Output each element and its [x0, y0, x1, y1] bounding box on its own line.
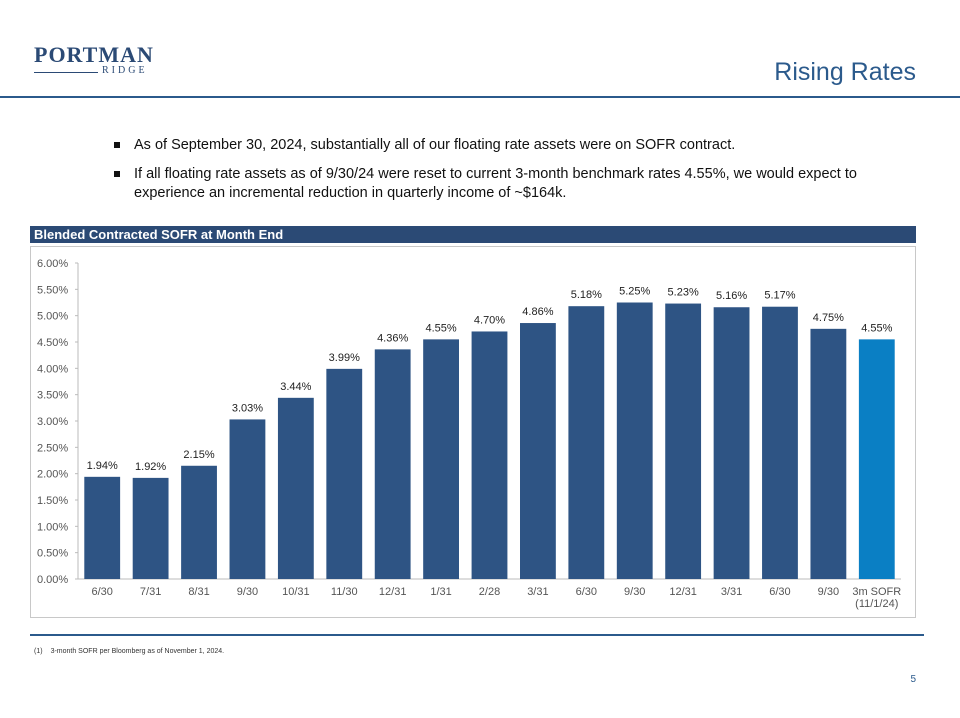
- bar: [229, 419, 266, 579]
- data-label: 5.17%: [764, 290, 795, 302]
- data-label: 1.94%: [87, 460, 118, 472]
- data-label: 2.15%: [183, 449, 214, 461]
- bar: [858, 339, 895, 579]
- logo-wordmark: PORTMAN: [34, 42, 154, 67]
- bar: [326, 368, 363, 579]
- bar: [616, 302, 653, 579]
- bullet-item: If all floating rate assets as of 9/30/2…: [112, 165, 872, 203]
- y-tick-label: 1.50%: [37, 495, 68, 507]
- bullet-item: As of September 30, 2024, substantially …: [112, 136, 872, 155]
- slide-title: Rising Rates: [774, 58, 916, 86]
- x-tick-label: 12/31: [379, 586, 407, 598]
- x-tick-label: 1/31: [430, 586, 451, 598]
- x-tick-label: 10/31: [282, 586, 310, 598]
- y-tick-label: 0.50%: [37, 548, 68, 560]
- footnote-marker: (1): [34, 648, 43, 655]
- x-tick-label: 3/31: [527, 586, 548, 598]
- y-tick-label: 3.50%: [37, 390, 68, 402]
- y-tick-label: 3.00%: [37, 416, 68, 428]
- data-label: 4.75%: [813, 312, 844, 324]
- bullet-text: As of September 30, 2024, substantially …: [134, 137, 736, 153]
- footnote-text: 3-month SOFR per Bloomberg as of Novembe…: [50, 648, 225, 655]
- bar: [277, 397, 314, 579]
- x-tick-label: 11/30: [331, 586, 358, 598]
- data-label: 3.44%: [280, 381, 311, 393]
- y-tick-label: 0.00%: [37, 574, 68, 586]
- portman-ridge-logo: PORTMAN RIDGE: [34, 42, 154, 82]
- data-label: 3.99%: [329, 352, 360, 364]
- data-label: 3.03%: [232, 402, 263, 414]
- x-tick-label: 9/30: [237, 586, 258, 598]
- bar: [181, 465, 217, 579]
- bar: [810, 328, 847, 579]
- x-tick-label: 6/30: [769, 586, 790, 598]
- y-tick-label: 2.00%: [37, 469, 68, 481]
- data-label: 4.86%: [522, 306, 553, 318]
- x-tick-label: 6/30: [576, 586, 597, 598]
- y-tick-label: 6.00%: [37, 258, 68, 270]
- x-tick-label: 3/31: [721, 586, 742, 598]
- page-number: 5: [910, 674, 916, 685]
- bar: [374, 349, 411, 579]
- y-tick-label: 5.50%: [37, 284, 68, 296]
- data-label: 5.18%: [571, 289, 602, 301]
- bullet-text: If all floating rate assets as of 9/30/2…: [134, 166, 857, 201]
- y-tick-label: 1.00%: [37, 521, 68, 533]
- data-label: 4.55%: [425, 322, 456, 334]
- logo-rule: [34, 72, 98, 73]
- x-tick-label: 12/31: [669, 586, 697, 598]
- bar: [568, 306, 605, 579]
- bar: [132, 477, 169, 579]
- x-tick-label: 2/28: [479, 586, 500, 598]
- data-label: 1.92%: [135, 461, 166, 473]
- data-label: 5.23%: [668, 287, 699, 299]
- x-tick-label: (11/1/24): [855, 598, 898, 610]
- bar: [665, 303, 702, 579]
- data-label: 4.70%: [474, 314, 505, 326]
- square-bullet-icon: [114, 171, 120, 177]
- y-tick-label: 5.00%: [37, 311, 68, 323]
- bar: [471, 331, 508, 579]
- x-tick-label: 7/31: [140, 586, 161, 598]
- bar: [423, 339, 460, 579]
- bar: [519, 323, 556, 579]
- header-divider: [0, 96, 960, 98]
- square-bullet-icon: [114, 142, 120, 148]
- footer-divider: [30, 634, 924, 636]
- data-label: 5.16%: [716, 290, 747, 302]
- sofr-bar-chart: 0.00% 0.50% 1.00% 1.50% 2.00% 2.50% 3.00% 3.50%…: [37, 258, 901, 610]
- data-label: 4.36%: [377, 332, 408, 344]
- y-tick-label: 4.00%: [37, 363, 68, 375]
- data-label: 4.55%: [861, 322, 892, 334]
- bar: [762, 306, 798, 579]
- y-tick-label: 4.50%: [37, 337, 68, 349]
- bar: [84, 476, 121, 579]
- footnote: (1) 3-month SOFR per Bloomberg as of Nove…: [34, 648, 232, 655]
- bar: [713, 307, 750, 579]
- x-tick-label: 9/30: [624, 586, 645, 598]
- x-tick-label: 6/30: [91, 586, 112, 598]
- bullet-list: As of September 30, 2024, substantially …: [112, 136, 872, 213]
- y-tick-label: 2.50%: [37, 442, 68, 454]
- logo-subtitle: RIDGE: [102, 65, 148, 76]
- chart-frame: 0.00% 0.50% 1.00% 1.50% 2.00% 2.50% 3.00% 3.50%…: [30, 246, 916, 618]
- x-tick-label: 3m SOFR: [852, 586, 901, 598]
- data-label: 5.25%: [619, 286, 650, 298]
- x-tick-label: 8/31: [188, 586, 209, 598]
- chart-title-bar: Blended Contracted SOFR at Month End: [30, 226, 916, 243]
- x-tick-label: 9/30: [818, 586, 839, 598]
